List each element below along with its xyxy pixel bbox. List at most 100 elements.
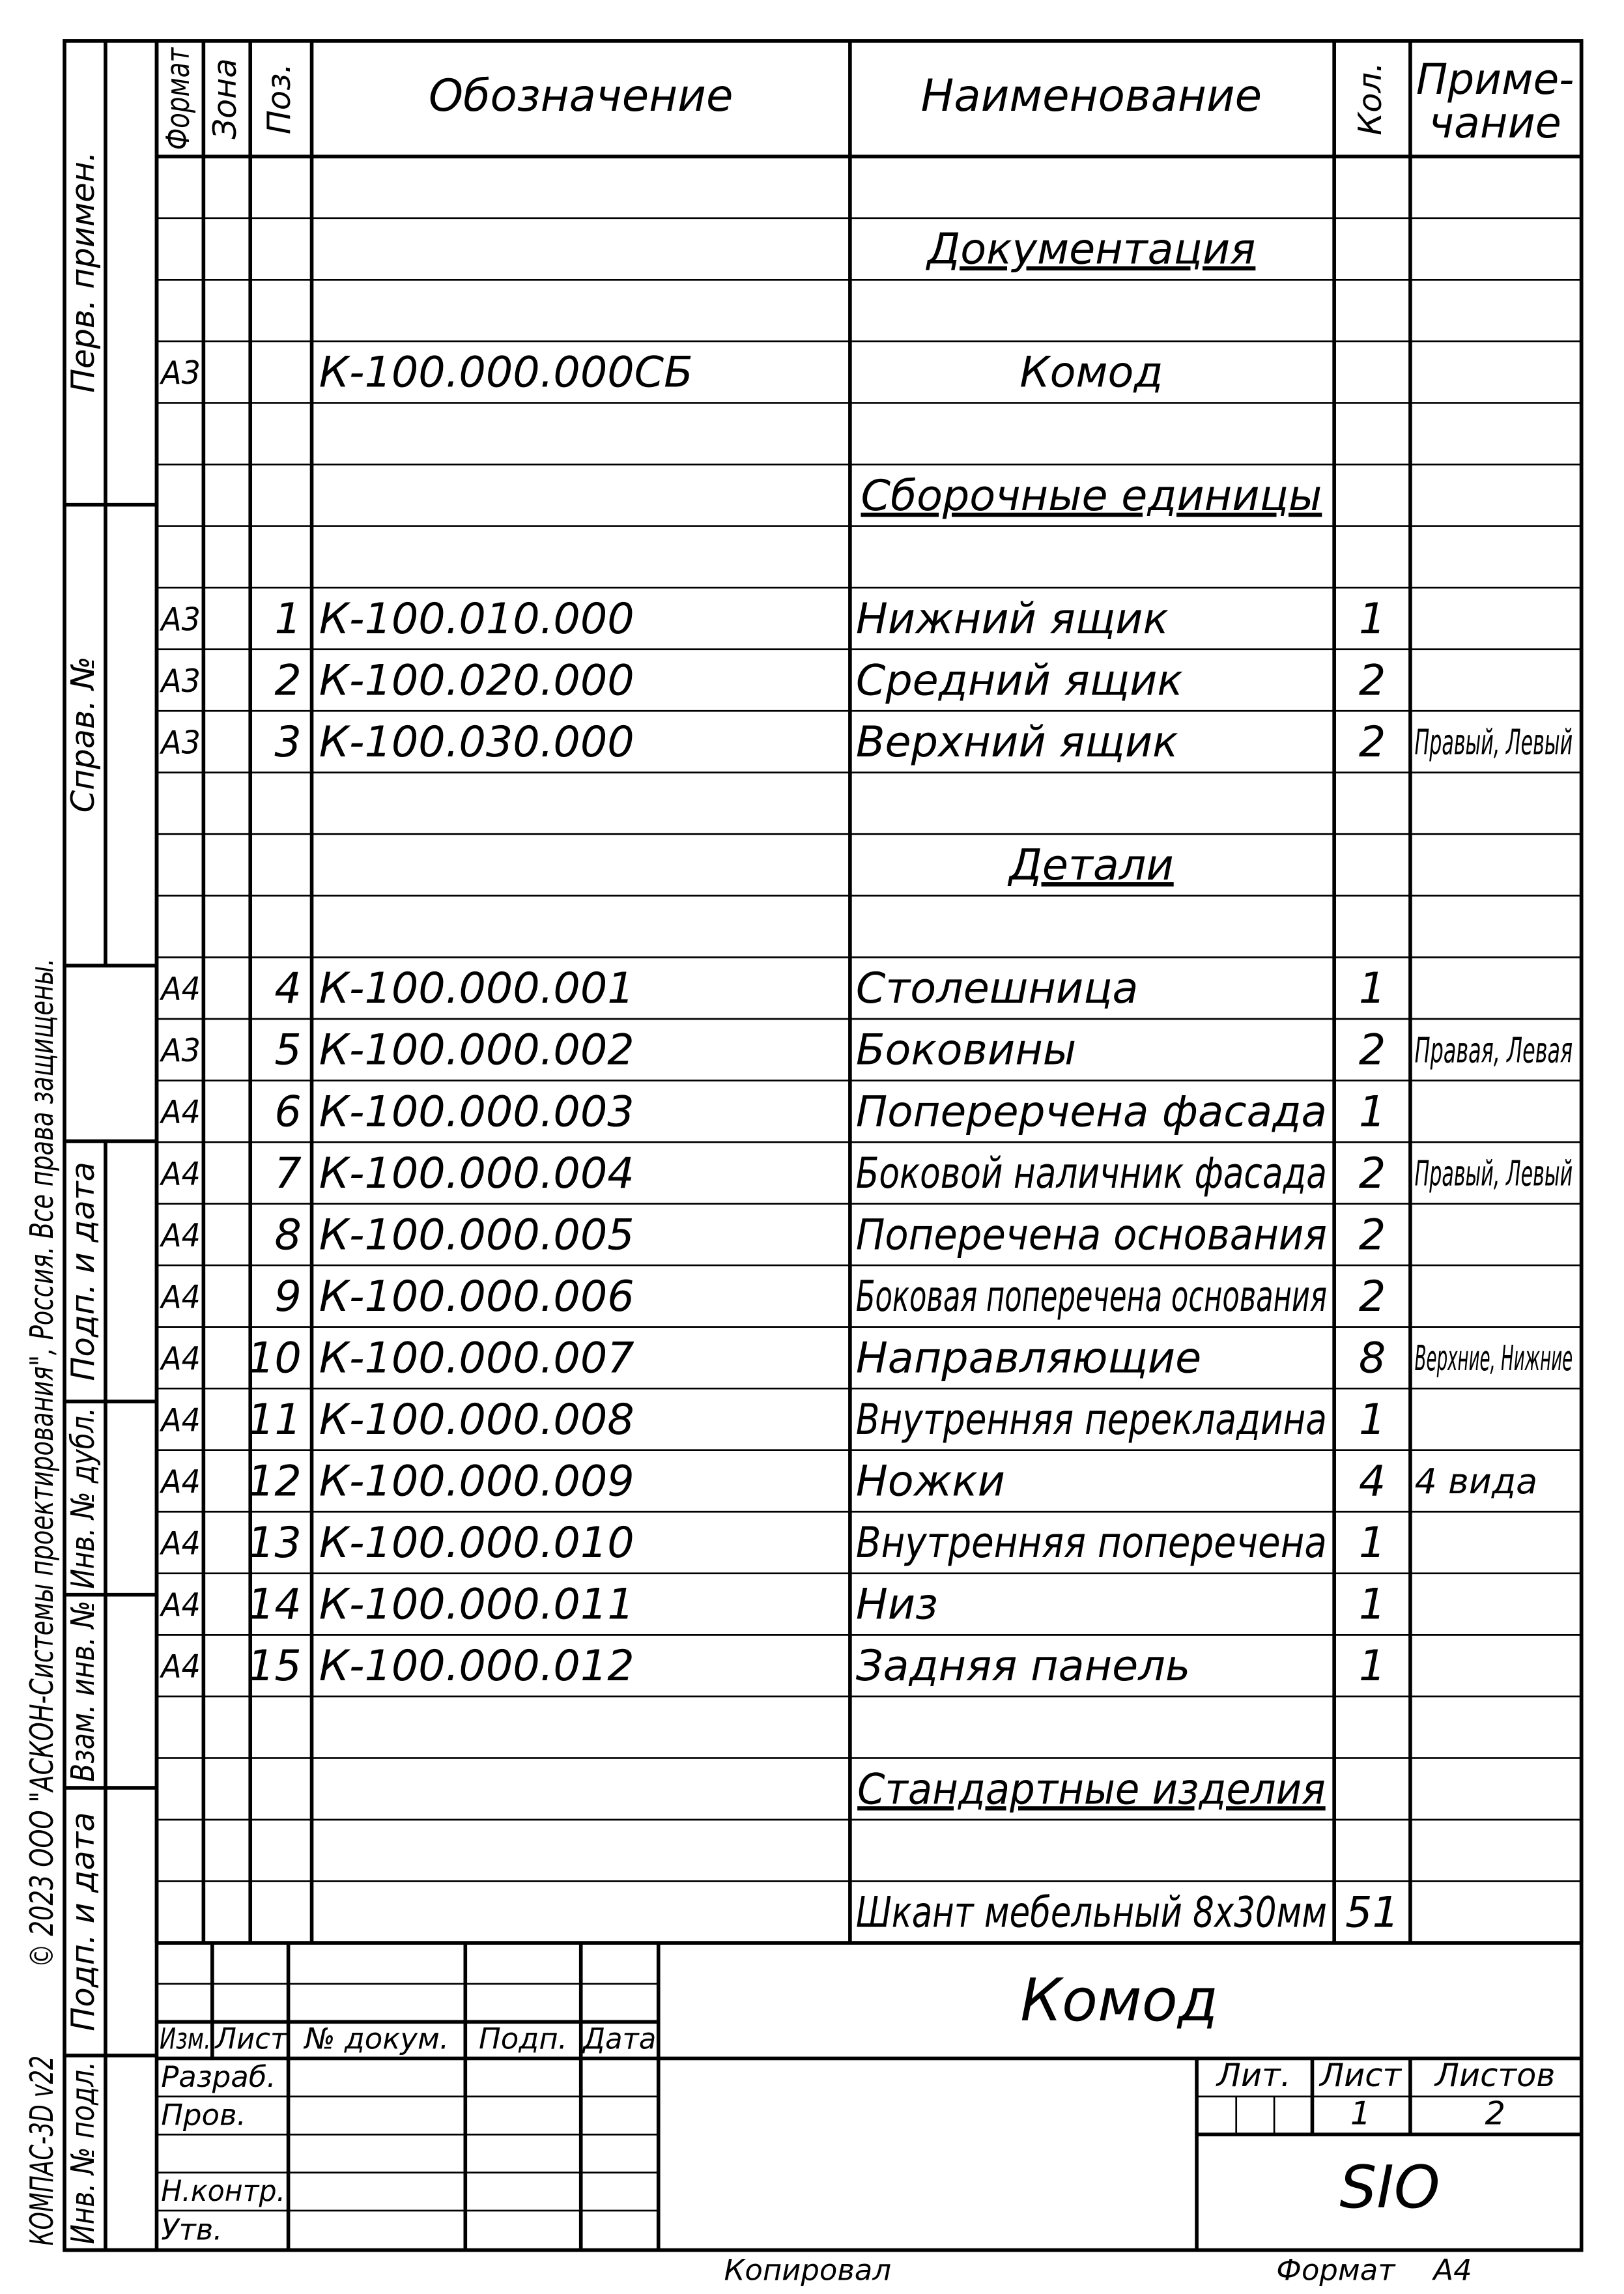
- document-name: Комод: [1020, 1967, 1218, 2035]
- side-label: Подп. и дата: [64, 1812, 102, 2031]
- role-label: Н.контр.: [161, 2173, 285, 2208]
- quantity-cell: 1: [1359, 1519, 1386, 1568]
- format-cell: А3: [159, 723, 200, 761]
- name-cell: Ножки: [856, 1457, 1005, 1506]
- quantity-cell: 8: [1359, 1334, 1386, 1383]
- lit-label: Лит.: [1216, 2056, 1291, 2094]
- format-cell: А4: [159, 1093, 200, 1131]
- name-cell: Боковая поперечена основания: [856, 1272, 1327, 1321]
- header-cell: Наименование: [921, 70, 1262, 121]
- designation-cell: К-100.020.000: [319, 656, 634, 705]
- designation-cell: К-100.000.010: [319, 1519, 634, 1568]
- name-cell: Поперерчена фасада: [856, 1087, 1327, 1136]
- format-cell: А4: [159, 1216, 200, 1254]
- header-cell: Поз.: [260, 63, 298, 134]
- designation-cell: К-100.000.006: [319, 1272, 634, 1321]
- quantity-cell: 1: [1359, 964, 1386, 1013]
- position-cell: 2: [274, 656, 301, 705]
- format-cell: А4: [159, 1648, 200, 1685]
- role-label: Утв.: [161, 2213, 222, 2247]
- title-block-header: Дата: [582, 2022, 656, 2056]
- designation-cell: К-100.000.004: [319, 1149, 634, 1198]
- side-label: Подп. и дата: [64, 1162, 102, 1381]
- designation-cell: К-100.000.007: [319, 1334, 634, 1383]
- quantity-cell: 1: [1359, 595, 1386, 644]
- format-cell: А4: [159, 1586, 200, 1624]
- copyright: © 2023 ООО "АСКОН-Системы проектирования…: [23, 958, 61, 1968]
- position-cell: 13: [248, 1519, 302, 1568]
- format-cell: А4: [159, 1463, 200, 1500]
- section-heading: Комод: [1019, 349, 1163, 397]
- format-cell: А3: [159, 600, 200, 638]
- format-cell: А4: [159, 1154, 200, 1192]
- quantity-cell: 4: [1359, 1457, 1386, 1506]
- position-cell: 9: [274, 1272, 301, 1321]
- quantity-cell: 2: [1359, 1026, 1386, 1075]
- note-cell: 4 вида: [1415, 1461, 1537, 1502]
- side-label: Взам. инв. №: [64, 1601, 102, 1782]
- designation-cell: К-100.000.000СБ: [319, 349, 693, 397]
- designation-cell: К-100.000.003: [319, 1087, 634, 1136]
- name-cell: Шкант мебельный 8х30мм: [856, 1888, 1327, 1937]
- position-cell: 4: [274, 964, 301, 1013]
- name-cell: Столешница: [856, 964, 1139, 1013]
- format-cell: А4: [159, 1340, 200, 1377]
- format-cell: А4: [159, 1401, 200, 1439]
- header-cell: чание: [1429, 99, 1561, 148]
- footer-label: Копировал: [724, 2252, 891, 2287]
- designation-cell: К-100.000.012: [319, 1642, 634, 1691]
- note-cell: Правый, Левый: [1415, 1153, 1573, 1194]
- designation-cell: К-100.030.000: [319, 718, 634, 767]
- title-block-header: Изм.: [160, 2022, 211, 2056]
- position-cell: 3: [274, 718, 301, 767]
- sheet-label: Лист: [1318, 2056, 1402, 2094]
- format-cell: А3: [159, 354, 200, 392]
- quantity-cell: 2: [1359, 656, 1386, 705]
- format-cell: А4: [159, 970, 200, 1008]
- role-label: Пров.: [161, 2097, 246, 2132]
- name-cell: Внутренняя перекладина: [856, 1396, 1327, 1444]
- position-cell: 11: [248, 1396, 302, 1444]
- side-label: Инв. № подл.: [64, 2061, 102, 2244]
- section-heading: Детали: [1007, 841, 1174, 890]
- quantity-cell: 2: [1359, 1272, 1386, 1321]
- header-cell: Обозначение: [429, 70, 733, 121]
- header-cell: Зона: [206, 58, 244, 139]
- quantity-cell: 1: [1359, 1581, 1386, 1629]
- designation-cell: К-100.000.011: [319, 1581, 634, 1629]
- designation-cell: К-100.000.002: [319, 1026, 634, 1075]
- side-label: Перв. примен.: [64, 151, 102, 393]
- section-heading: Стандартные изделия: [857, 1765, 1326, 1814]
- format-cell: А3: [159, 662, 200, 700]
- position-cell: 15: [248, 1642, 302, 1691]
- organization-code: SIO: [1339, 2154, 1440, 2222]
- name-cell: Средний ящик: [856, 656, 1183, 705]
- title-block-header: Подп.: [479, 2022, 567, 2056]
- sheet-number: 1: [1350, 2095, 1371, 2132]
- position-cell: 5: [274, 1026, 301, 1075]
- designation-cell: К-100.000.009: [319, 1457, 634, 1506]
- name-cell: Внутренняя поперечена: [856, 1519, 1327, 1568]
- format-cell: А3: [159, 1031, 200, 1069]
- note-cell: Верхние, Нижние: [1415, 1338, 1573, 1379]
- section-heading: Сборочные единицы: [861, 472, 1322, 521]
- footer-label: Формат: [1276, 2252, 1396, 2287]
- designation-cell: К-100.000.008: [319, 1396, 634, 1444]
- position-cell: 10: [248, 1334, 302, 1383]
- position-cell: 12: [248, 1457, 302, 1506]
- quantity-cell: 51: [1345, 1888, 1399, 1937]
- header-cell: Формат: [159, 47, 197, 150]
- side-label: Справ. №: [64, 656, 102, 812]
- note-cell: Правый, Левый: [1415, 722, 1573, 763]
- quantity-cell: 2: [1359, 1211, 1386, 1259]
- designation-cell: К-100.010.000: [319, 595, 634, 644]
- name-cell: Поперечена основания: [856, 1211, 1327, 1259]
- quantity-cell: 1: [1359, 1642, 1386, 1691]
- name-cell: Низ: [856, 1581, 938, 1629]
- header-cell: Кол.: [1351, 62, 1389, 136]
- name-cell: Верхний ящик: [856, 718, 1178, 767]
- quantity-cell: 1: [1359, 1396, 1386, 1444]
- position-cell: 14: [248, 1581, 302, 1629]
- role-label: Разраб.: [161, 2059, 276, 2094]
